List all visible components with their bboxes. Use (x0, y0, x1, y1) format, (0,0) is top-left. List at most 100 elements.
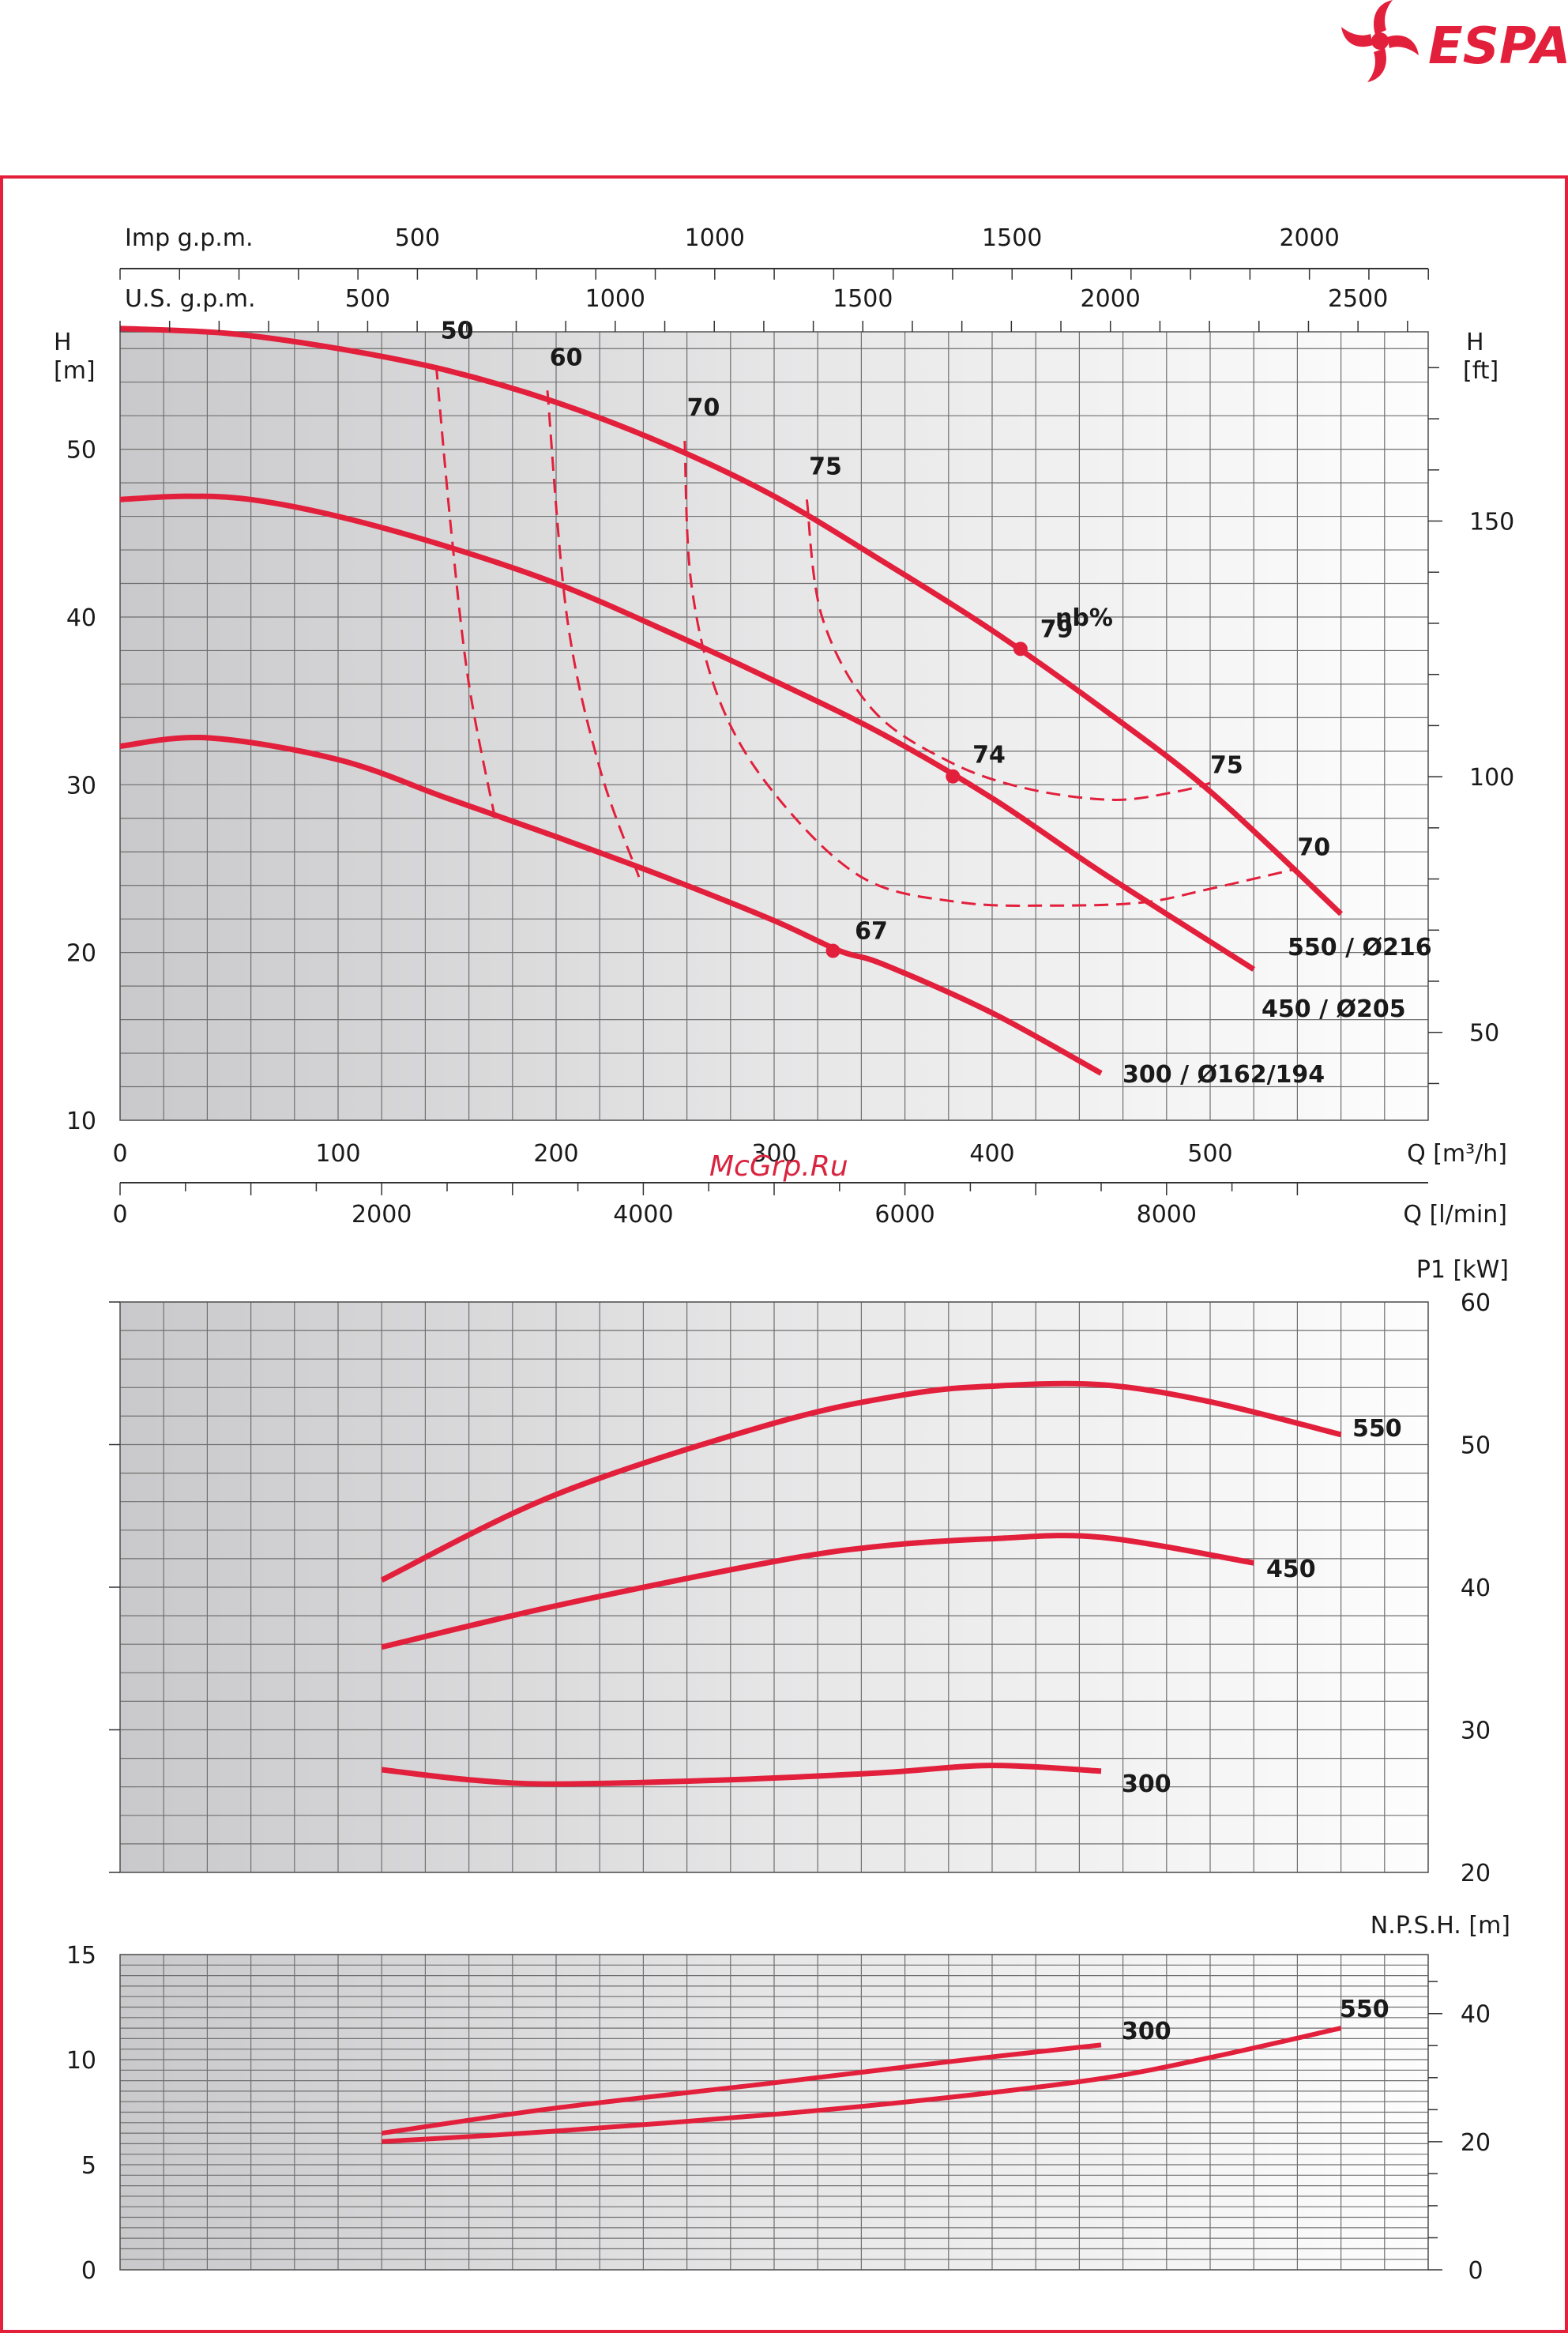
npsh-chart-grid (119, 1954, 1429, 2271)
imp-gpm-axis-label: Imp g.p.m. (125, 224, 254, 252)
power-curve-chart: 20 30 40 50 60 P1 [kW] 550 450 300 (109, 1256, 1509, 1887)
efficiency-curve-70 (683, 440, 1298, 907)
power-y-tick-label: 40 (1461, 1575, 1491, 1602)
power-y-tick-label: 60 (1461, 1289, 1491, 1317)
imp-gpm-tick-label: 1500 (982, 224, 1042, 252)
efficiency-label-79: 79 (1040, 615, 1074, 643)
ft-axis-tick-label: 100 (1469, 764, 1514, 792)
q-lmin-axis-label: Q [l/min] (1403, 1201, 1507, 1229)
q-m3h-tick-label: 400 (969, 1140, 1014, 1168)
head-y-tick-label: 30 (66, 772, 96, 800)
power-chart-axes: 20 30 40 50 60 (109, 1289, 1491, 1887)
us-gpm-tick-label: 500 (345, 285, 390, 313)
npsh-series-label-550: 550 (1340, 1996, 1389, 2023)
series-line-300 (119, 734, 1103, 1076)
espa-logo-text: ESPA (1428, 17, 1568, 76)
npsh-curve-chart: 0 5 10 15 0 20 40 N.P.S.H. [m] 300 550 (66, 1912, 1510, 2285)
head-series (119, 325, 1343, 1076)
q-m3h-tick-label: 100 (315, 1140, 360, 1168)
efficiency-label-50: 50 (441, 317, 474, 344)
npsh-y-tick-label: 15 (66, 1942, 96, 1970)
efficiency-label-67: 67 (855, 918, 888, 946)
l-min-tick-label: 4000 (613, 1201, 673, 1229)
npsh-y-tick-label: 10 (66, 2047, 96, 2075)
efficiency-label-70: 70 (687, 394, 720, 422)
npsh-series-label-300: 300 (1122, 2018, 1171, 2045)
power-series (380, 1380, 1342, 1787)
efficiency-label-75: 75 (809, 453, 842, 480)
power-y-tick-label: 20 (1461, 1860, 1491, 1887)
efficiency-label-75: 75 (1210, 751, 1243, 779)
ft-axis-tick-label: 150 (1469, 509, 1514, 536)
efficiency-label-60: 60 (550, 344, 583, 371)
npsh-ft-tick-label: 0 (1468, 2257, 1483, 2285)
power-axis-title: P1 [kW] (1416, 1256, 1509, 1284)
q-m3h-axis-label: Q [m³/h] (1407, 1140, 1507, 1168)
head-y-tick-label: 20 (66, 940, 96, 968)
efficiency-curves: 50 60 70 75 79 74 67 75 70 (434, 317, 1330, 958)
power-series-label-300: 300 (1122, 1770, 1171, 1798)
series-line-550 (380, 1380, 1342, 1583)
head-y-tick-label: 50 (66, 437, 96, 465)
series-line-450 (381, 1533, 1254, 1650)
head-right-axis-title-h: H (1466, 329, 1484, 356)
npsh-axis-title: N.P.S.H. [m] (1371, 1912, 1510, 1940)
espa-logo: ESPA (1341, 0, 1568, 82)
plot-border (119, 1954, 1429, 2271)
power-series-label-550: 550 (1352, 1415, 1402, 1443)
head-chart-grid (119, 331, 1429, 1121)
series-label-550: 550 / Ø216 (1288, 934, 1432, 961)
sheet-frame (0, 175, 1568, 2333)
efficiency-curve-75 (805, 499, 1211, 801)
series-line-450 (119, 493, 1256, 972)
efficiency-title: ηb% (1055, 604, 1113, 632)
us-gpm-tick-label: 2000 (1081, 285, 1141, 313)
npsh-chart-axes: 0 5 10 15 0 20 40 (66, 1942, 1491, 2285)
npsh-ft-tick-label: 20 (1461, 2129, 1491, 2157)
npsh-y-tick-label: 5 (81, 2152, 96, 2180)
npsh-series (381, 2026, 1342, 2144)
q-m3h-tick-label: 0 (112, 1140, 127, 1168)
us-gpm-tick-label: 2500 (1328, 285, 1388, 313)
power-series-label-450: 450 (1266, 1556, 1316, 1583)
efficiency-label-70: 70 (1297, 834, 1330, 862)
head-y-tick-label: 10 (66, 1108, 96, 1135)
series-line-300 (381, 2042, 1102, 2136)
npsh-ft-tick-label: 40 (1461, 2001, 1491, 2029)
l-min-tick-label: 8000 (1137, 1201, 1197, 1229)
watermark-text: McGrp.Ru (709, 1150, 848, 1183)
series-line-550 (382, 2026, 1342, 2144)
head-y-tick-label: 40 (66, 604, 96, 632)
head-right-axis-title-unit: [ft] (1463, 357, 1498, 385)
efficiency-label-74: 74 (972, 742, 1006, 770)
us-gpm-tick-label: 1000 (585, 285, 645, 313)
series-label-300: 300 / Ø162/194 (1122, 1061, 1325, 1089)
series-line-300 (381, 1763, 1102, 1787)
us-gpm-tick-label: 1500 (833, 285, 893, 313)
espa-logo-icon (1341, 0, 1419, 82)
ft-axis-tick-label: 50 (1469, 1020, 1499, 1048)
q-m3h-tick-label: 200 (533, 1140, 578, 1168)
imp-gpm-tick-label: 500 (395, 224, 440, 252)
efficiency-curve-60 (546, 390, 641, 878)
head-left-axis-title-unit: [m] (54, 357, 96, 385)
head-left-axis-title-h: H (54, 329, 72, 356)
power-y-tick-label: 30 (1461, 1718, 1491, 1745)
series-label-450: 450 / Ø205 (1262, 995, 1406, 1023)
q-m3h-tick-label: 500 (1187, 1140, 1232, 1168)
power-y-tick-label: 50 (1461, 1432, 1491, 1460)
series-line-550 (119, 325, 1343, 916)
imp-gpm-tick-label: 2000 (1279, 224, 1339, 252)
efficiency-curve-50 (434, 365, 497, 819)
us-gpm-axis-label: U.S. g.p.m. (125, 285, 256, 313)
imp-gpm-tick-label: 1000 (685, 224, 745, 252)
npsh-y-tick-label: 0 (81, 2257, 96, 2285)
l-min-tick-label: 2000 (352, 1201, 412, 1229)
l-min-tick-label: 6000 (874, 1201, 934, 1229)
q-m3h-tick-label: 300 (751, 1140, 796, 1168)
power-chart-grid (119, 1301, 1429, 1873)
l-min-tick-label: 0 (112, 1201, 127, 1229)
